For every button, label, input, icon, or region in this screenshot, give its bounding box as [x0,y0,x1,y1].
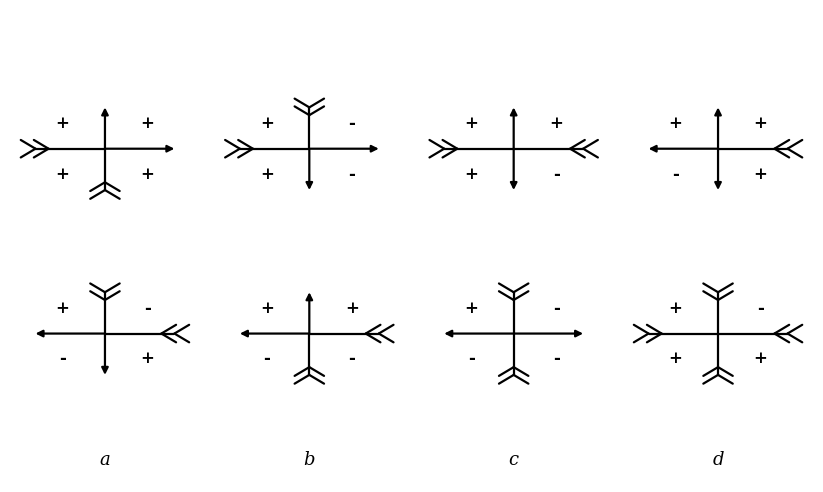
Text: -: - [757,300,764,317]
Text: +: + [754,165,768,183]
Text: -: - [348,350,356,368]
Text: +: + [55,165,69,183]
Text: -: - [348,165,356,183]
Text: -: - [348,115,356,132]
Text: b: b [304,451,315,469]
Text: +: + [464,300,478,317]
Text: +: + [549,115,563,132]
Text: +: + [754,350,768,368]
Text: +: + [668,350,682,368]
Text: +: + [55,115,69,132]
Text: -: - [467,350,475,368]
Text: +: + [464,115,478,132]
Text: +: + [141,165,155,183]
Text: -: - [263,350,270,368]
Text: a: a [100,451,110,469]
Text: -: - [672,165,679,183]
Text: +: + [141,115,155,132]
Text: +: + [464,165,478,183]
Text: +: + [55,300,69,317]
Text: -: - [553,165,560,183]
Text: -: - [553,350,560,368]
Text: -: - [144,300,151,317]
Text: +: + [668,115,682,132]
Text: +: + [668,300,682,317]
Text: +: + [260,115,274,132]
Text: +: + [754,115,768,132]
Text: +: + [345,300,359,317]
Text: -: - [59,350,66,368]
Text: +: + [260,165,274,183]
Text: d: d [712,451,723,469]
Text: -: - [553,300,560,317]
Text: +: + [260,300,274,317]
Text: c: c [509,451,518,469]
Text: +: + [141,350,155,368]
